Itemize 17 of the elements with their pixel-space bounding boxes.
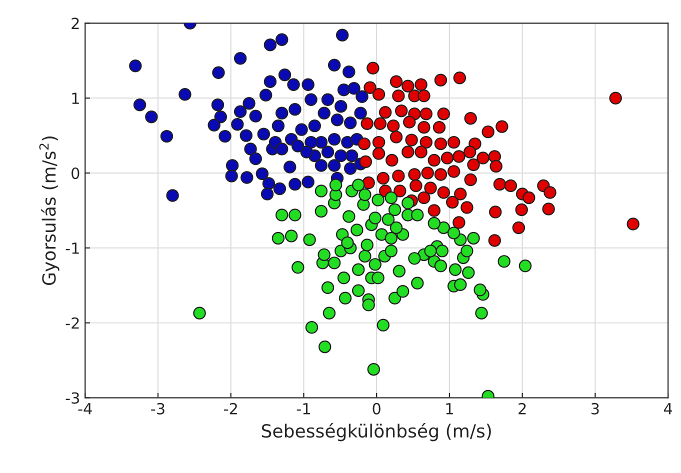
x-tick-label: 3 (592, 402, 599, 414)
y-tick-label: -2 (66, 317, 79, 329)
x-tick-label: 0 (372, 402, 380, 414)
x-tick-label: 4 (664, 403, 672, 414)
y-axis-title: Gyorsulás (m/s$^{2}$) (39, 136, 60, 286)
y-tick-label: -1 (66, 242, 79, 254)
x-tick-label: -4 (78, 403, 92, 414)
y-tick-label: 1 (72, 92, 79, 104)
x-axis-title: Sebességkülönbség (m/s) (262, 422, 491, 442)
x-tick-label: -2 (224, 402, 237, 414)
x-tick-label: 2 (518, 402, 526, 414)
y-tick-label: 2 (72, 18, 79, 29)
x-tick-label: -1 (296, 403, 310, 414)
x-tick-label: -3 (151, 402, 164, 414)
x-tick-label: 1 (446, 403, 453, 414)
y-tick-label: 0 (72, 167, 80, 180)
y-tick-label: -3 (66, 392, 80, 404)
